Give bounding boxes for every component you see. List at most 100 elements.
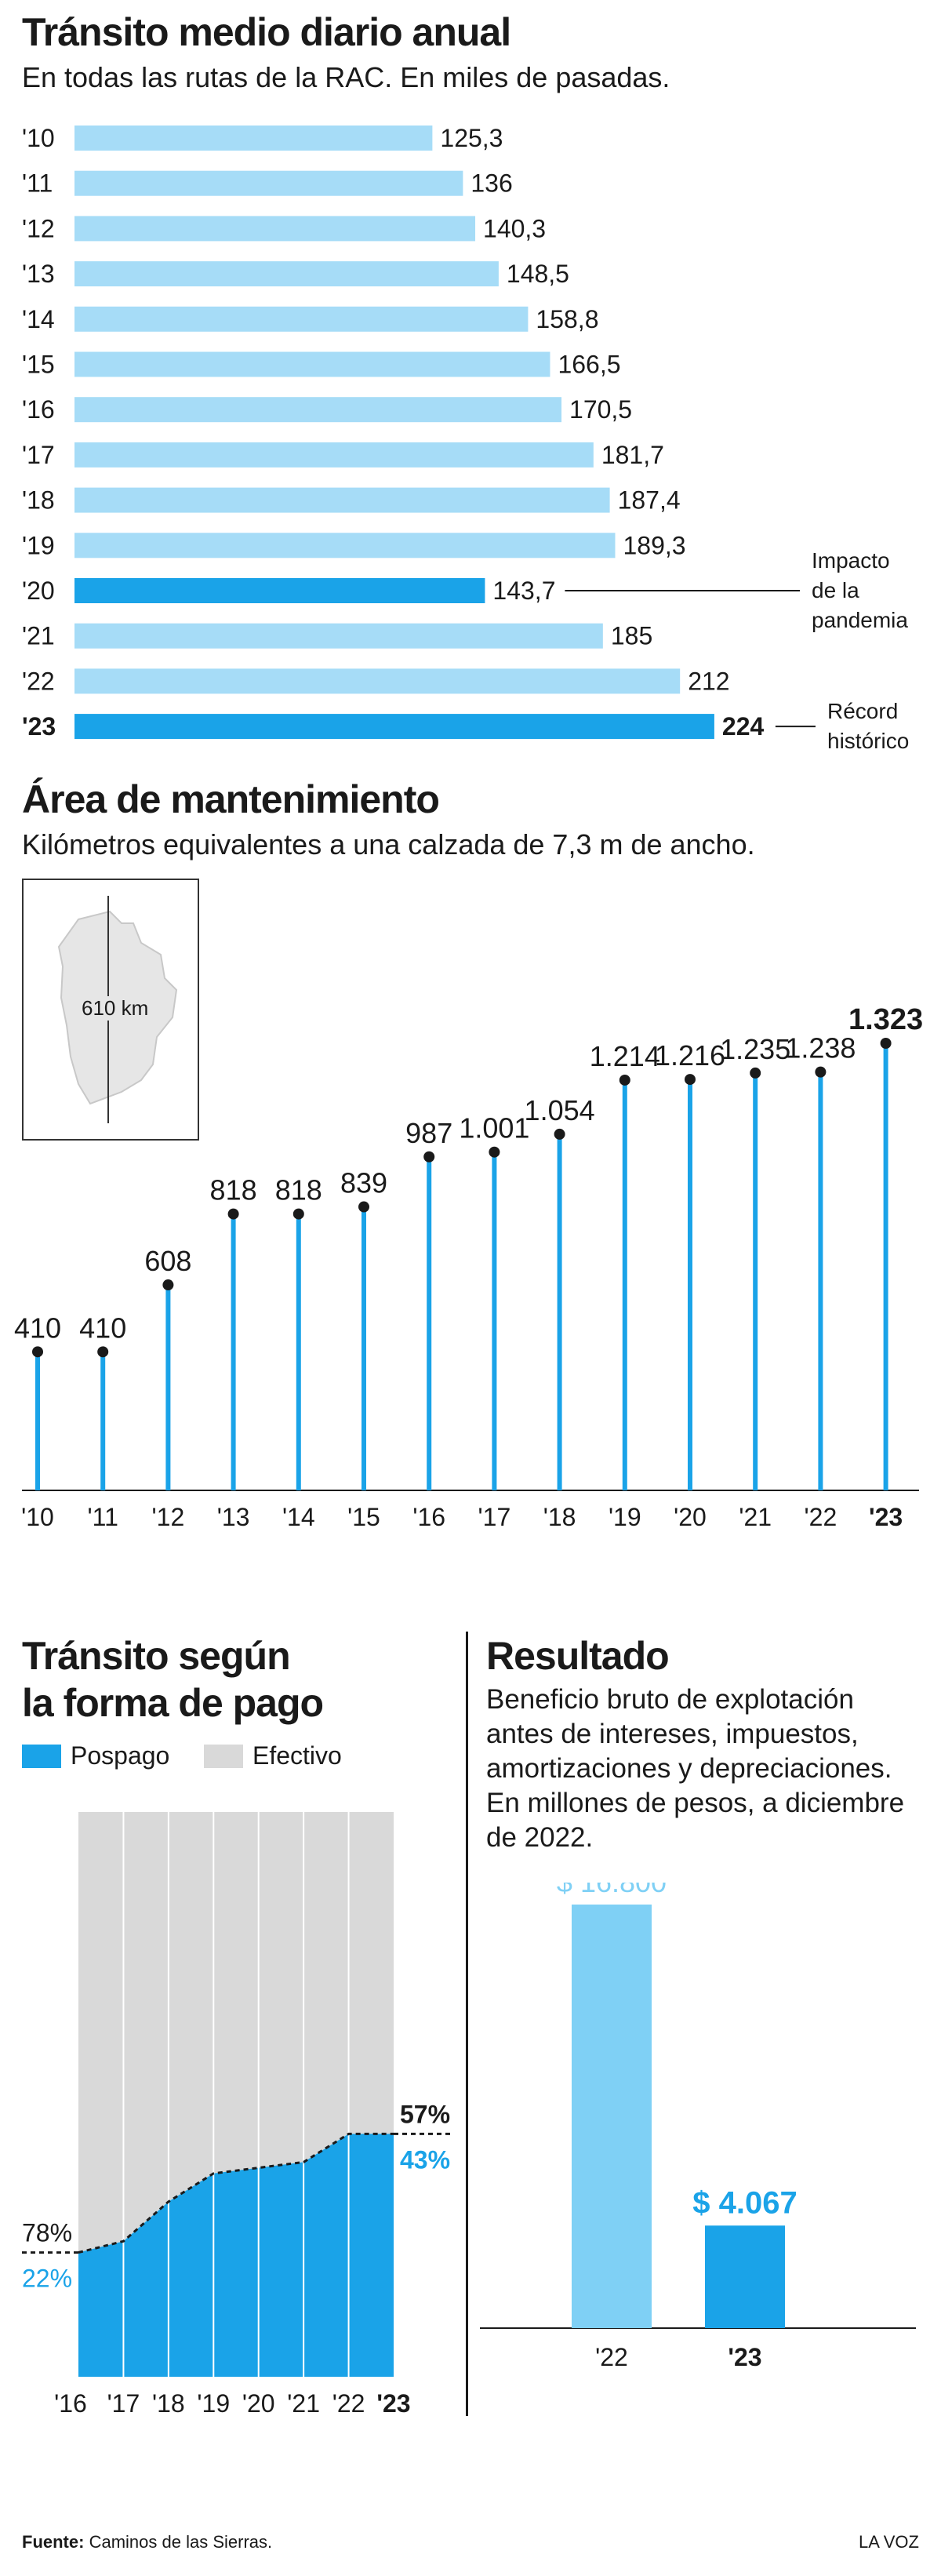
value-label: 818 [210, 1174, 257, 1206]
value-label: 1.238 [785, 1032, 856, 1064]
value-label: 148,5 [507, 260, 569, 288]
tick-label: '21 [739, 1503, 772, 1531]
bar [705, 2225, 785, 2328]
tick-label: '23 [869, 1503, 903, 1531]
value-label: 187,4 [618, 486, 681, 515]
footer-source: Fuente: Caminos de las Sierras. [22, 2532, 272, 2552]
category-label: '18 [22, 486, 55, 515]
value-label: 1.054 [525, 1094, 595, 1126]
value-label: 212 [688, 667, 729, 695]
point [554, 1128, 565, 1140]
bar [74, 397, 562, 423]
chart2-title: Área de mantenimiento [22, 777, 440, 821]
value-label: 410 [14, 1312, 61, 1344]
value-label: 170,5 [569, 395, 632, 424]
tick-label: '19 [197, 2389, 230, 2418]
value-label: 1.323 [848, 1003, 923, 1036]
chart1-subtitle: En todas las rutas de la RAC. En miles d… [22, 61, 670, 93]
category-label: '12 [22, 214, 55, 242]
chart4-desc-line: amortizaciones y depreciaciones. [486, 1753, 892, 1784]
bar [74, 714, 714, 740]
bar [74, 306, 529, 332]
category-label: '11 [22, 169, 53, 198]
footer-source-label: Fuente: [22, 2532, 85, 2552]
category-label: '15 [22, 351, 55, 379]
value-label: 987 [405, 1117, 452, 1149]
value-label: 136 [470, 169, 512, 198]
value-label: 1.001 [459, 1112, 529, 1144]
bar [74, 668, 681, 694]
tick-label: '20 [242, 2389, 275, 2418]
footer-source-text: Caminos de las Sierras. [89, 2532, 273, 2552]
tick-label: '20 [674, 1503, 707, 1531]
tick-label: '18 [543, 1503, 576, 1531]
value-label: 818 [275, 1174, 322, 1206]
bar [74, 487, 610, 513]
chart1-title: Tránsito medio diario anual [22, 10, 511, 54]
point [489, 1146, 500, 1158]
section-divider [466, 1632, 468, 2416]
value-label: 143,7 [492, 577, 555, 605]
annotation-text: histórico [827, 729, 909, 753]
value-label: 608 [144, 1245, 191, 1277]
value-label: 410 [79, 1312, 126, 1344]
area-postpaid [78, 2134, 394, 2377]
bar [74, 578, 485, 603]
result-bar-chart: $ 16.800 '22 $ 4.067 '23 [480, 1883, 916, 2371]
chart4-desc-line: antes de intereses, impuestos, [486, 1719, 859, 1749]
chart4-description: Beneficio bruto de explotación antes de … [486, 1683, 904, 1855]
point [685, 1074, 696, 1086]
value-label: 224 [722, 712, 765, 740]
chart4-desc-line: En millones de pesos, a diciembre [486, 1788, 905, 1818]
legend-swatch-cash [204, 1745, 243, 1768]
value-label: 185 [611, 622, 652, 650]
chart4-title: Resultado [486, 1634, 670, 1678]
annotation-text: Impacto [812, 548, 890, 573]
end-postpaid-label: 43% [400, 2145, 450, 2174]
bar [74, 216, 476, 242]
annotation-text: Récord [827, 699, 898, 723]
tick-label: '17 [478, 1503, 511, 1531]
value-label: 158,8 [536, 305, 598, 333]
value-label: $ 4.067 [692, 2185, 797, 2220]
value-label: 166,5 [558, 351, 620, 379]
bar [74, 170, 463, 196]
legend-swatch-postpaid [22, 1745, 61, 1768]
category-label: '19 [22, 531, 55, 559]
point [227, 1208, 239, 1220]
value-label: $ 16.800 [557, 1883, 667, 1898]
category-label: '14 [22, 305, 55, 333]
footer-brand: LA VOZ [858, 2532, 919, 2552]
value-label: 181,7 [601, 441, 664, 469]
category-label: '21 [22, 622, 55, 650]
value-label: 189,3 [623, 531, 686, 559]
tick-label: '18 [152, 2389, 185, 2418]
point [162, 1279, 174, 1291]
value-label: 125,3 [440, 124, 503, 152]
bar [74, 261, 499, 287]
bar [74, 442, 594, 468]
boundary-line [78, 2132, 394, 2254]
payment-area-chart: 78% 22% 57% 43% '16 '17 '18 '19 '20 '21 '22 '23 [22, 1812, 451, 2418]
category-label: '10 [22, 124, 55, 152]
tick-label: '16 [54, 2389, 87, 2418]
value-label: 1.216 [655, 1039, 725, 1072]
category-label: '16 [22, 395, 55, 424]
point [880, 1038, 892, 1049]
value-label: 1.235 [720, 1033, 790, 1065]
value-label: 839 [340, 1167, 387, 1199]
point [423, 1151, 435, 1162]
tick-label: '19 [609, 1503, 641, 1531]
tick-label: '22 [805, 1503, 837, 1531]
chart3-title-line1: Tránsito según [22, 1634, 291, 1678]
transit-bar-chart: '10 125,3 '11 136 '12 140,3 '13 148,5 '14 158,8 '1… [22, 124, 909, 753]
annotation-text: de la [812, 578, 859, 602]
bar [74, 623, 603, 649]
bar [74, 126, 433, 151]
cordoba-map-inset: 610 km [22, 879, 199, 1141]
tick-label: '17 [107, 2389, 140, 2418]
bar [572, 1905, 652, 2328]
legend-label-postpaid: Pospago [71, 1741, 170, 1770]
tick-label: '14 [282, 1503, 315, 1531]
tick-label: '21 [287, 2389, 320, 2418]
